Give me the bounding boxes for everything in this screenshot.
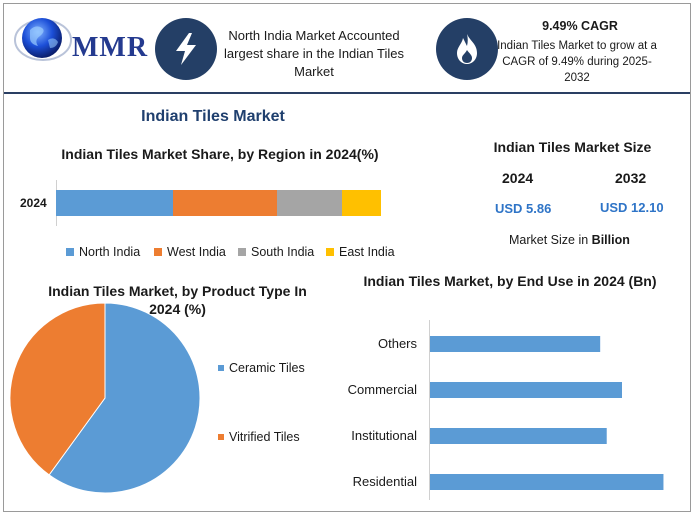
legend-label: North India (79, 245, 141, 259)
legend-swatch (218, 365, 224, 371)
enduse-label-others: Others (377, 336, 417, 351)
infographic-frame (3, 3, 691, 512)
logo-text: MMR (72, 32, 149, 63)
product-chart-title: Indian Tiles Market, by Product Type In … (48, 283, 307, 317)
product-pie (9, 302, 201, 494)
market-size-title: Indian Tiles Market Size (493, 139, 652, 155)
market-size-unit: Billion (591, 233, 630, 247)
market-size-year-2032: 2032 (615, 170, 647, 186)
header-divider (4, 92, 690, 94)
cagr-text: Indian Tiles Market to grow at a CAGR of… (497, 40, 657, 84)
market-size-year-2024: 2024 (502, 170, 534, 186)
region-category-label: 2024 (20, 196, 47, 210)
lightning-icon (155, 18, 217, 80)
region-legend-north-india: North India (66, 245, 140, 259)
enduse-bars (430, 336, 664, 490)
region-stacked-bar (56, 190, 381, 216)
header: MMR North India Market Accounted largest… (0, 0, 695, 92)
region-segment-north-india (56, 190, 173, 216)
region-legend-south-india: South India (238, 245, 314, 259)
legend-swatch (218, 434, 224, 440)
main-title: Indian Tiles Market (141, 108, 285, 125)
legend-label: Ceramic Tiles (229, 361, 305, 375)
legend-label: West India (167, 245, 226, 259)
legend-swatch (66, 248, 74, 256)
enduse-label-residential: Residential (352, 474, 417, 489)
legend-label: South India (251, 245, 315, 259)
enduse-bar-residential (430, 474, 664, 490)
enduse-chart-title: Indian Tiles Market, by End Use in 2024 … (363, 273, 657, 289)
info-north-india: North India Market Accounted largest sha… (224, 28, 404, 79)
globe-icon (14, 18, 72, 61)
enduse-label-commercial: Commercial (347, 382, 417, 397)
region-segment-east-india (342, 190, 381, 216)
enduse-axis (429, 320, 430, 500)
product-legend-vitrified-tiles: Vitrified Tiles (218, 430, 300, 444)
pie-slice-vitrified-tiles (9, 302, 106, 476)
flame-icon (436, 18, 498, 80)
region-segment-south-india (277, 190, 342, 216)
pie-slice-ceramic-tiles (48, 302, 201, 494)
enduse-bar-commercial (430, 382, 622, 398)
market-size-note: Market Size in Billion (509, 233, 630, 247)
region-chart-title: Indian Tiles Market Share, by Region in … (61, 146, 379, 162)
region-segment-west-india (173, 190, 277, 216)
legend-swatch (238, 248, 246, 256)
logo: MMR (12, 10, 147, 70)
market-size-note-prefix: Market Size in (509, 233, 592, 247)
product-legend-ceramic-tiles: Ceramic Tiles (218, 361, 305, 375)
enduse-bar-others (430, 336, 601, 352)
legend-swatch (154, 248, 162, 256)
legend-label: Vitrified Tiles (229, 430, 300, 444)
market-size-value-2032: USD 12.10 (600, 200, 664, 215)
legend-swatch (326, 248, 334, 256)
region-legend-east-india: East India (326, 245, 395, 259)
market-size-value-2024: USD 5.86 (495, 201, 552, 216)
enduse-bar-institutional (430, 428, 607, 444)
cagr-title: 9.49% CAGR (542, 19, 618, 33)
enduse-label-institutional: Institutional (351, 428, 417, 443)
region-legend-west-india: West India (154, 245, 226, 259)
legend-label: East India (339, 245, 395, 259)
